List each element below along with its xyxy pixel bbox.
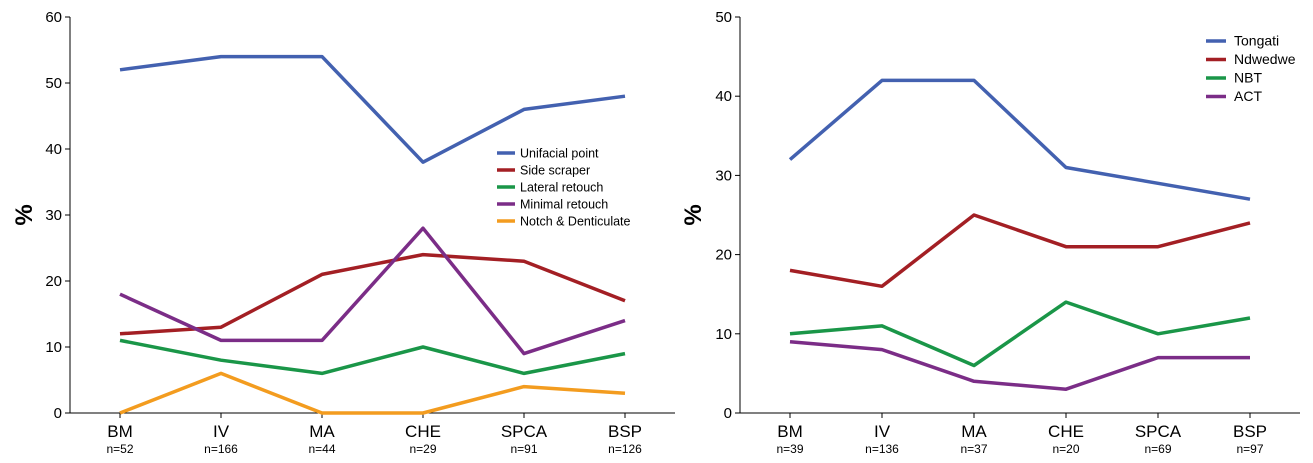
series-line-minimal-retouch	[119, 226, 626, 356]
x-sample-size-label: n=44	[308, 442, 335, 456]
x-sample-size-label: n=29	[409, 442, 436, 456]
y-tick-label: 10	[715, 326, 732, 343]
y-tick-label: 40	[715, 88, 732, 105]
series-line-tongati	[788, 78, 1251, 201]
series-line-lateral-retouch	[119, 338, 626, 376]
left-chart-panel: 0 10 20 30 40 50 60% BMn=52 IVn=166 MAn=44 CHEn=29…	[11, 9, 675, 456]
x-category-label: BM	[107, 422, 133, 441]
x-category-label: BSP	[1233, 422, 1267, 441]
x-sample-size-label: n=136	[865, 442, 899, 456]
y-tick-label: 30	[45, 207, 62, 224]
legend-entry: Tongati	[1234, 33, 1279, 49]
x-category-label: IV	[213, 422, 230, 441]
series-line-nbt	[789, 300, 1251, 368]
x-sample-size-label: n=69	[1144, 442, 1171, 456]
y-tick-label: 20	[45, 273, 62, 290]
legend-entry: Minimal retouch	[520, 198, 608, 212]
x-category-label: CHE	[1048, 422, 1084, 441]
legend-entry: Side scraper	[520, 164, 590, 178]
x-category-label: MA	[309, 422, 335, 441]
series-line-side-scraper	[119, 252, 626, 336]
y-tick-label: 20	[715, 247, 732, 264]
y-axis-label: %	[680, 204, 707, 225]
legend-entry: NBT	[1234, 70, 1262, 86]
y-tick-label: 10	[45, 339, 62, 356]
legend-entry: Notch & Denticulate	[520, 215, 631, 229]
y-tick-label: 0	[724, 405, 732, 422]
x-sample-size-label: n=166	[204, 442, 238, 456]
series-line-act	[789, 339, 1250, 391]
x-category-label: SPCA	[501, 422, 548, 441]
x-category-label: IV	[874, 422, 891, 441]
legend-entry: Unifacial point	[520, 147, 599, 161]
x-category-label: CHE	[405, 422, 441, 441]
x-sample-size-label: n=37	[960, 442, 987, 456]
y-tick-label: 40	[45, 141, 62, 158]
y-tick-label: 30	[715, 167, 732, 184]
x-category-label: MA	[961, 422, 987, 441]
series-line-unifacial-point	[119, 54, 626, 164]
y-tick-label: 0	[54, 405, 62, 422]
chart-legend: Unifacial point Side scraper Lateral retou…	[497, 147, 631, 229]
x-sample-size-label: n=52	[106, 442, 133, 456]
y-tick-label: 50	[715, 9, 732, 26]
y-tick-label: 50	[45, 75, 62, 92]
x-sample-size-label: n=126	[608, 442, 642, 456]
chart-legend: Tongati Ndwedwe NBT ACT	[1206, 33, 1296, 104]
y-axis-label: %	[11, 204, 38, 225]
x-sample-size-label: n=97	[1236, 442, 1263, 456]
legend-entry: Lateral retouch	[520, 181, 603, 195]
series-line-notch-denticulate	[119, 371, 626, 415]
x-sample-size-label: n=39	[776, 442, 803, 456]
x-sample-size-label: n=91	[510, 442, 537, 456]
legend-entry: Ndwedwe	[1234, 51, 1296, 67]
series-line-ndwedwe	[789, 213, 1251, 289]
x-category-label: BM	[777, 422, 803, 441]
legend-entry: ACT	[1234, 88, 1262, 104]
x-category-label: SPCA	[1135, 422, 1182, 441]
x-category-label: BSP	[608, 422, 642, 441]
y-tick-label: 60	[45, 9, 62, 26]
x-sample-size-label: n=20	[1052, 442, 1079, 456]
